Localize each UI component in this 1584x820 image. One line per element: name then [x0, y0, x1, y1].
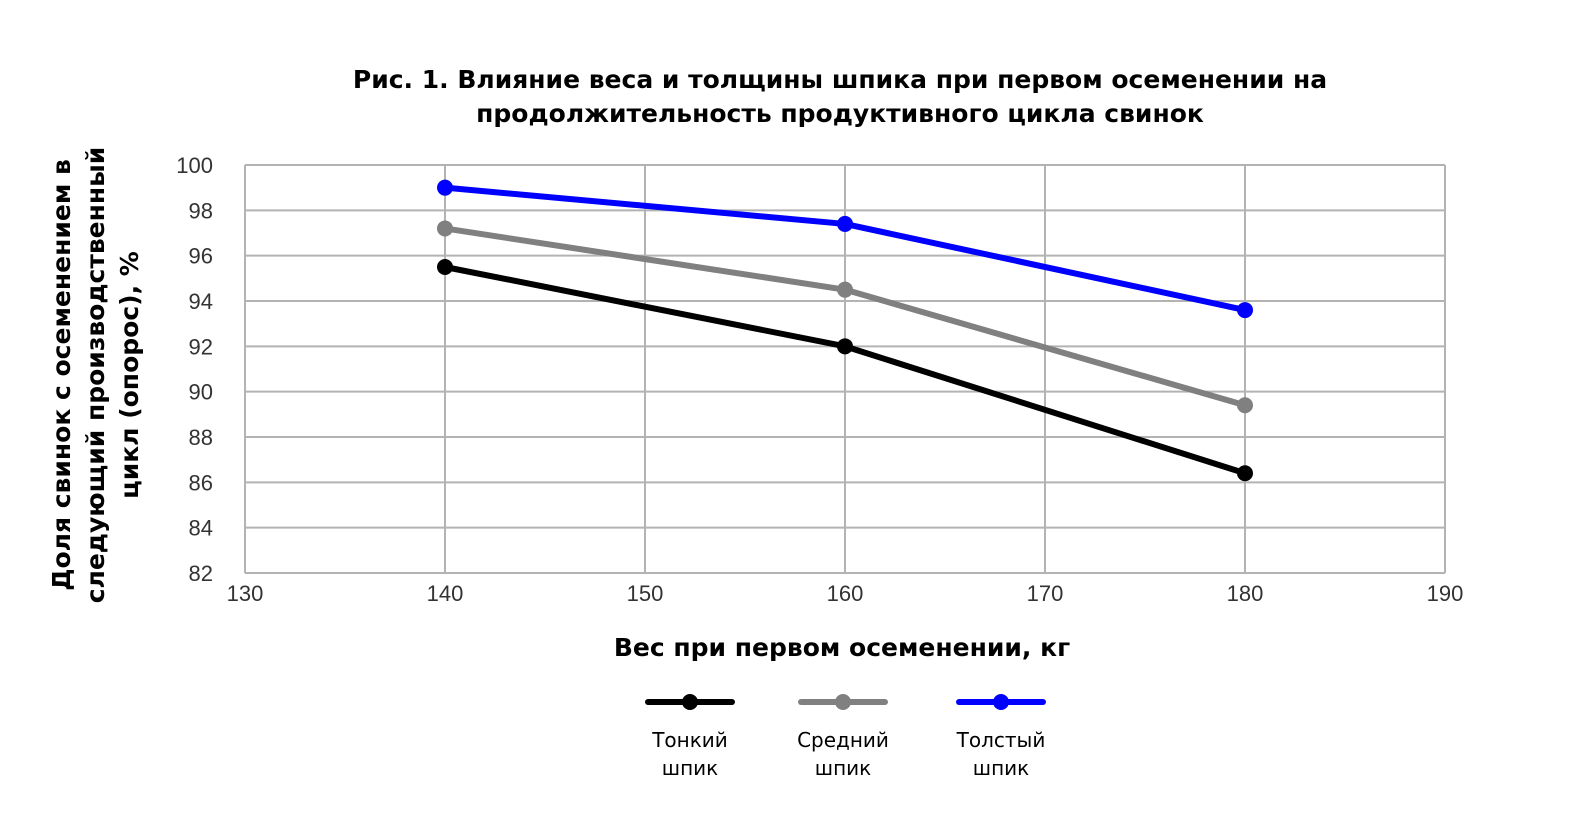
data-point — [437, 259, 453, 275]
x-tick-label: 140 — [427, 581, 464, 606]
x-axis-ticks: 130 140 150 160 170 180 190 — [227, 581, 1464, 606]
data-point — [837, 338, 853, 355]
data-point — [437, 179, 453, 196]
chart-title: Рис. 1. Влияние веса и толщины шпика при… — [353, 65, 1327, 128]
legend-label: шпик — [662, 756, 718, 780]
chart-title-line-2: продолжительность продуктивного цикла св… — [476, 99, 1204, 128]
x-tick-label: 170 — [1027, 581, 1064, 606]
y-tick-label: 90 — [189, 380, 213, 405]
data-point — [837, 281, 853, 298]
y-tick-label: 100 — [176, 153, 213, 178]
data-point — [837, 215, 853, 232]
y-tick-label: 92 — [189, 334, 213, 359]
x-tick-label: 130 — [227, 581, 264, 606]
y-tick-label: 96 — [189, 244, 213, 269]
x-tick-label: 190 — [1427, 581, 1464, 606]
y-axis-title: Доля свинок с осеменением в следующий пр… — [47, 147, 144, 604]
legend-swatch-marker — [682, 694, 698, 710]
y-axis-ticks: 82 84 86 88 90 92 94 96 98 100 — [176, 153, 213, 586]
y-tick-label: 86 — [189, 470, 213, 495]
x-tick-label: 180 — [1227, 581, 1264, 606]
data-point — [1237, 397, 1253, 414]
series-lines — [437, 179, 1253, 482]
y-tick-label: 82 — [189, 561, 213, 586]
legend-label: Тонкий — [651, 728, 728, 752]
x-axis-title: Вес при первом осеменении, кг — [614, 633, 1070, 662]
y-axis-title-line-2: следующий производственный — [81, 147, 110, 604]
plot-area: 130 140 150 160 170 180 190 82 84 86 88 90 92 94 96 98… — [176, 153, 1463, 606]
legend-item: Средний шпик — [797, 694, 889, 780]
legend: Тонкий шпик Средний шпик Толстый шпик — [645, 694, 1046, 780]
y-axis-title-line-3: цикл (опорос), % — [115, 251, 144, 499]
x-tick-label: 160 — [827, 581, 864, 606]
chart-title-line-1: Рис. 1. Влияние веса и толщины шпика при… — [353, 65, 1327, 94]
y-axis-title-line-1: Доля свинок с осеменением в — [47, 159, 76, 591]
data-point — [437, 220, 453, 237]
legend-item: Тонкий шпик — [645, 694, 735, 780]
legend-item: Толстый шпик — [956, 694, 1046, 780]
y-tick-label: 84 — [189, 516, 213, 541]
y-tick-label: 98 — [189, 198, 213, 223]
x-tick-label: 150 — [627, 581, 664, 606]
legend-label: Толстый — [956, 728, 1046, 752]
data-point — [1237, 302, 1253, 319]
data-point — [1237, 465, 1253, 482]
legend-swatch-marker — [835, 694, 851, 710]
legend-swatch-marker — [993, 694, 1009, 710]
legend-label: шпик — [815, 756, 871, 780]
legend-label: Средний — [797, 728, 889, 752]
y-tick-label: 88 — [189, 425, 213, 450]
y-tick-label: 94 — [189, 289, 213, 314]
legend-label: шпик — [973, 756, 1029, 780]
